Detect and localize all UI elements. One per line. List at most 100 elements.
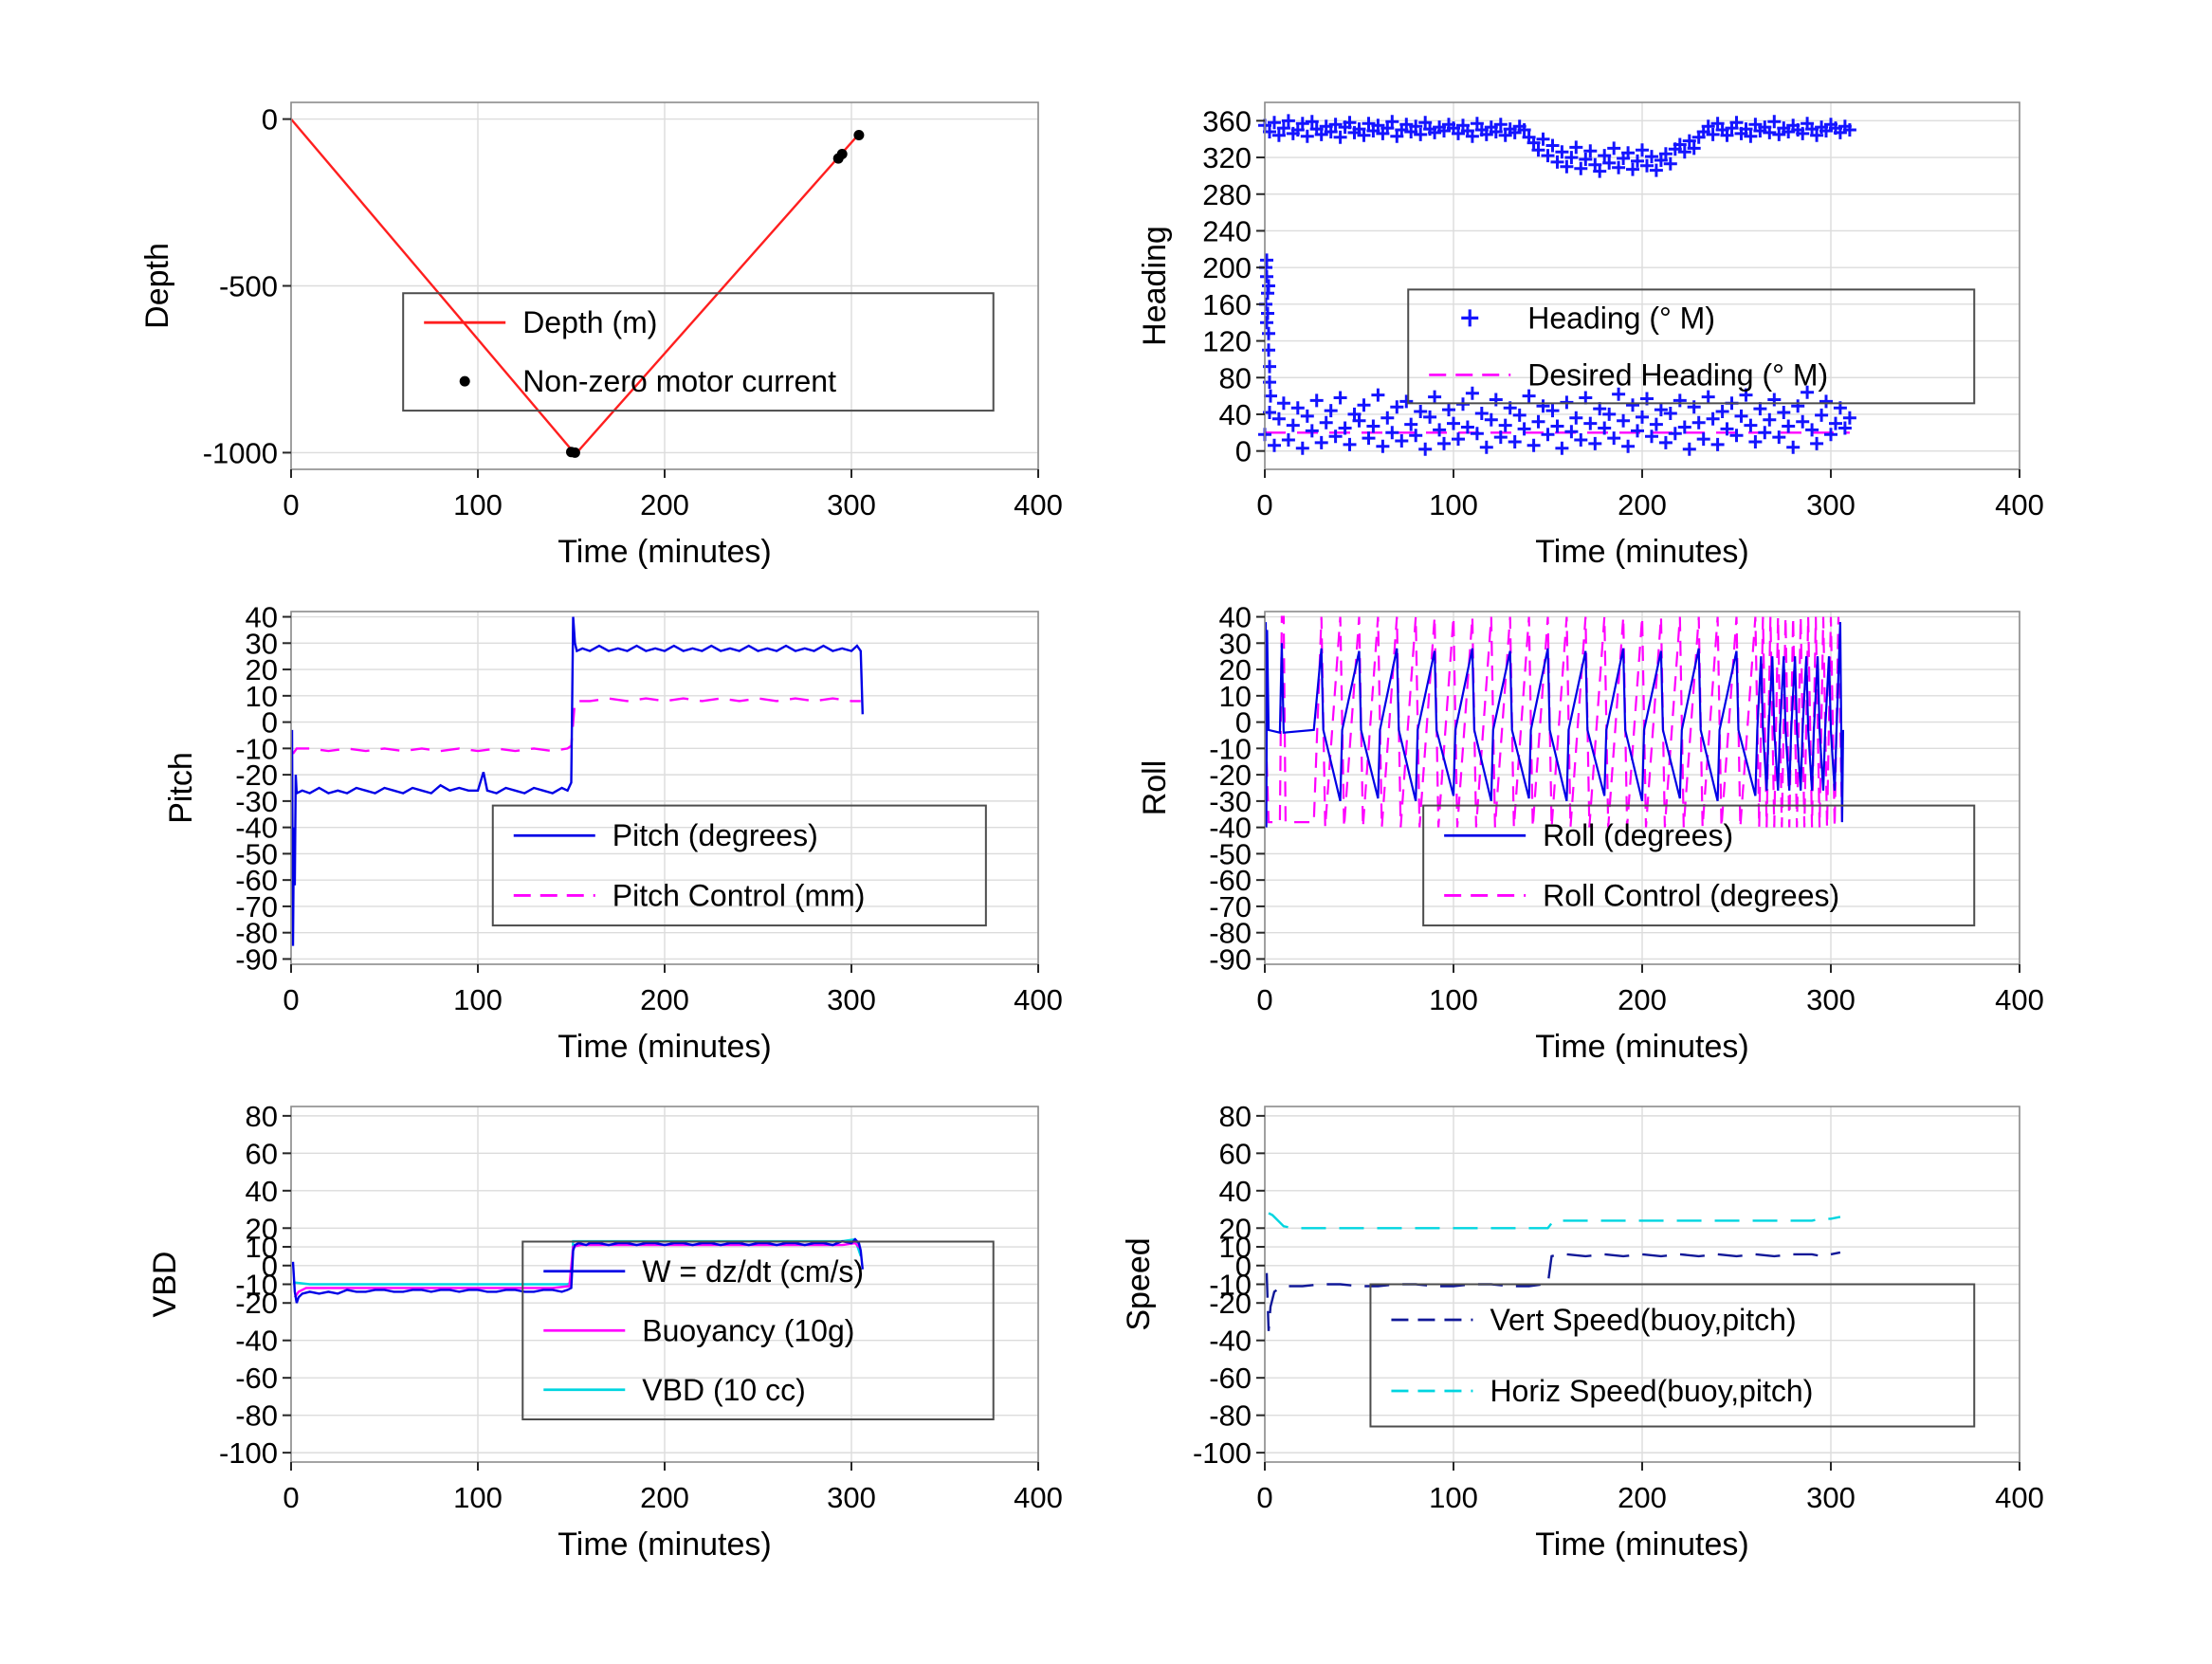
plus-marker: [1744, 129, 1758, 143]
y-tick-label: -10: [1209, 1269, 1252, 1302]
series-w-line: [291, 1237, 864, 1304]
plus-marker: [1262, 279, 1275, 293]
plus-marker: [1569, 140, 1583, 155]
y-tick-label: 80: [1219, 361, 1252, 394]
y-tick-label: -90: [235, 942, 278, 976]
y-tick-label: 20: [246, 653, 278, 686]
plus-marker: [1691, 415, 1706, 430]
dot-marker: [836, 149, 848, 159]
x-tick-label: 100: [1429, 983, 1478, 1016]
plus-marker: [1508, 435, 1522, 448]
plus-marker: [1390, 400, 1404, 414]
y-tick-label: -100: [1193, 1436, 1252, 1470]
plus-marker: [1290, 401, 1305, 415]
y-tick-label: 320: [1202, 141, 1252, 174]
x-tick-label: 0: [283, 1481, 299, 1514]
y-tick-label: -80: [1209, 917, 1252, 950]
plus-marker: [1687, 141, 1701, 155]
x-tick-label: 300: [1806, 1481, 1856, 1514]
series-heading-transient: [1259, 253, 1277, 403]
y-tick-label: 40: [1219, 1175, 1252, 1208]
legend-box: [521, 1240, 995, 1420]
plus-marker: [1569, 411, 1583, 425]
plus-marker: [1489, 125, 1503, 138]
y-tick-label: -60: [235, 1362, 278, 1395]
y-tick-label: -80: [1209, 1399, 1252, 1433]
plus-marker: [1636, 410, 1649, 424]
y-tick-label: -60: [235, 864, 278, 897]
plus-marker: [1663, 156, 1677, 171]
y-tick-label: -500: [219, 270, 278, 303]
plus-marker: [1819, 394, 1833, 409]
plus-marker: [1710, 437, 1725, 451]
plus-marker: [1362, 117, 1376, 131]
y-tick-label: -30: [1209, 785, 1252, 818]
plus-marker: [1295, 117, 1309, 131]
plus-marker: [1777, 406, 1791, 419]
plus-marker: [1333, 391, 1347, 405]
y-tick-label: 40: [246, 1175, 278, 1208]
y-tick-label: 60: [246, 1137, 278, 1170]
y-tick-label: -20: [1209, 759, 1252, 792]
plus-marker: [1371, 119, 1385, 133]
plus-marker: [1810, 436, 1824, 450]
plus-marker: [1385, 115, 1399, 129]
plus-marker: [1371, 388, 1385, 402]
x-tick-label: 200: [1618, 983, 1667, 1016]
x-tick-label: 300: [1806, 488, 1856, 521]
plus-marker: [1479, 440, 1493, 454]
y-tick-label: 280: [1202, 178, 1252, 211]
plus-marker: [1433, 423, 1447, 437]
subplot-pitch: 0 100 200 300 400403020100-10-20-30-40-50-60…: [163, 601, 1063, 1065]
plus-marker: [1687, 400, 1701, 414]
plus-marker: [1300, 129, 1314, 143]
legend: Heading (° M) Desired Heading (° M): [1407, 288, 1976, 405]
plus-marker: [1763, 125, 1777, 139]
x-tick-label: 0: [283, 983, 299, 1016]
plus-marker: [1366, 419, 1380, 433]
x-axis-label: Time (minutes): [558, 534, 771, 570]
plus-marker: [1465, 129, 1479, 143]
x-tick-label: 200: [640, 1481, 689, 1514]
plus-marker: [1621, 439, 1636, 453]
plus-marker: [1598, 149, 1612, 163]
plus-marker: [1536, 399, 1550, 413]
plus-marker: [1414, 405, 1428, 418]
x-axis-label: Time (minutes): [558, 1029, 771, 1065]
y-tick-label: -10: [235, 732, 278, 765]
plus-marker: [1663, 407, 1677, 420]
plus-marker: [1268, 116, 1281, 130]
series-buoyancy-line: [293, 1241, 862, 1298]
y-tick-label: 20: [246, 1212, 278, 1245]
plus-marker: [1645, 150, 1658, 164]
y-tick-label: 240: [1202, 214, 1252, 247]
y-tick-label: -10: [235, 1269, 278, 1302]
plus-marker: [1452, 126, 1465, 140]
plus-marker: [1522, 389, 1536, 403]
y-tick-label: -50: [1209, 837, 1252, 870]
legend-item-label: Desired Heading (° M): [1527, 357, 1828, 392]
plus-marker: [1758, 426, 1772, 440]
plus-marker: [1260, 253, 1273, 267]
x-tick-label: 0: [1256, 488, 1272, 521]
plus-marker: [1767, 393, 1782, 407]
legend-item-label: Pitch Control (mm): [612, 878, 866, 912]
plus-marker: [1801, 385, 1815, 399]
plus-marker: [1319, 415, 1333, 430]
plus-marker: [1281, 433, 1295, 447]
x-tick-label: 0: [283, 488, 299, 521]
y-tick-label: -20: [235, 1287, 278, 1320]
plus-marker: [1447, 416, 1460, 430]
y-tick-label: 160: [1202, 288, 1252, 321]
plus-marker: [1465, 386, 1479, 400]
x-tick-label: 300: [827, 983, 876, 1016]
y-axis-label: Heading: [1137, 226, 1173, 346]
plus-marker: [1264, 389, 1277, 403]
y-tick-label: -80: [235, 917, 278, 950]
subplot-vbd: 0 100 200 300 40080604020100-10-20-40-60-80-…: [147, 1100, 1063, 1563]
x-tick-label: 400: [1995, 488, 2044, 521]
x-tick-label: 300: [1806, 983, 1856, 1016]
plus-marker: [1531, 414, 1545, 429]
y-tick-label: -40: [235, 812, 278, 845]
